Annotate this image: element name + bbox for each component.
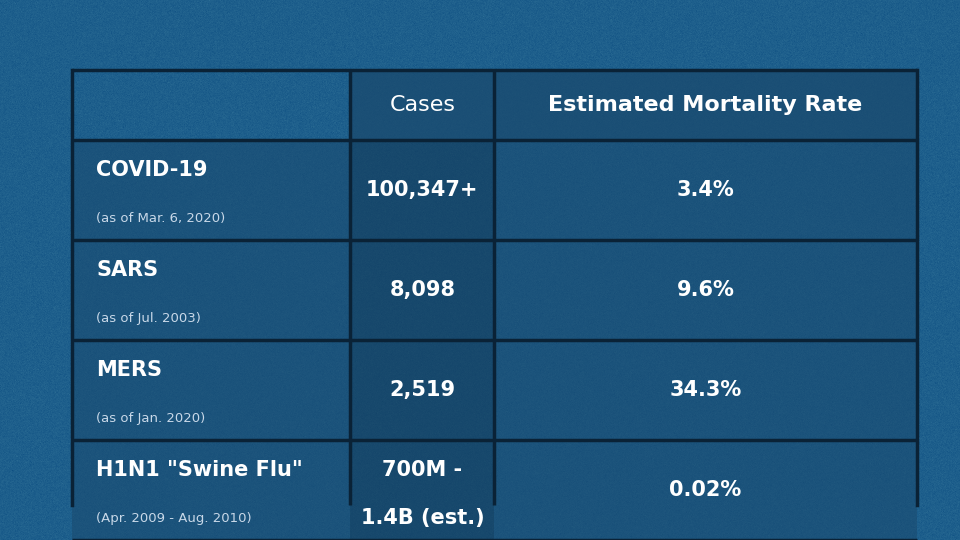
Text: 9.6%: 9.6% (677, 280, 734, 300)
FancyBboxPatch shape (350, 440, 494, 540)
Text: 2,519: 2,519 (390, 380, 455, 400)
Text: 0.02%: 0.02% (669, 480, 742, 500)
FancyBboxPatch shape (350, 340, 494, 440)
Text: MERS: MERS (96, 360, 162, 380)
FancyBboxPatch shape (494, 340, 917, 440)
Text: (Apr. 2009 - Aug. 2010): (Apr. 2009 - Aug. 2010) (96, 511, 252, 524)
FancyBboxPatch shape (72, 440, 350, 540)
Text: (as of Jan. 2020): (as of Jan. 2020) (96, 411, 205, 424)
FancyBboxPatch shape (494, 240, 917, 340)
FancyBboxPatch shape (72, 340, 350, 440)
FancyBboxPatch shape (72, 140, 350, 240)
FancyBboxPatch shape (350, 140, 494, 240)
Text: Estimated Mortality Rate: Estimated Mortality Rate (548, 95, 863, 116)
Text: H1N1 "Swine Flu": H1N1 "Swine Flu" (96, 460, 302, 480)
Text: 34.3%: 34.3% (669, 380, 742, 400)
Text: SARS: SARS (96, 260, 158, 280)
Text: (as of Mar. 6, 2020): (as of Mar. 6, 2020) (96, 212, 226, 225)
Text: 8,098: 8,098 (390, 280, 455, 300)
FancyBboxPatch shape (350, 70, 494, 140)
Text: (as of Jul. 2003): (as of Jul. 2003) (96, 312, 201, 325)
Text: 1.4B (est.): 1.4B (est.) (361, 508, 484, 528)
FancyBboxPatch shape (494, 140, 917, 240)
FancyBboxPatch shape (494, 70, 917, 140)
Text: Cases: Cases (390, 95, 455, 116)
Text: COVID-19: COVID-19 (96, 160, 207, 180)
Text: 700M -: 700M - (382, 460, 463, 480)
FancyBboxPatch shape (494, 440, 917, 540)
FancyBboxPatch shape (350, 240, 494, 340)
Text: 3.4%: 3.4% (677, 180, 734, 200)
Text: 100,347+: 100,347+ (366, 180, 479, 200)
FancyBboxPatch shape (72, 240, 350, 340)
